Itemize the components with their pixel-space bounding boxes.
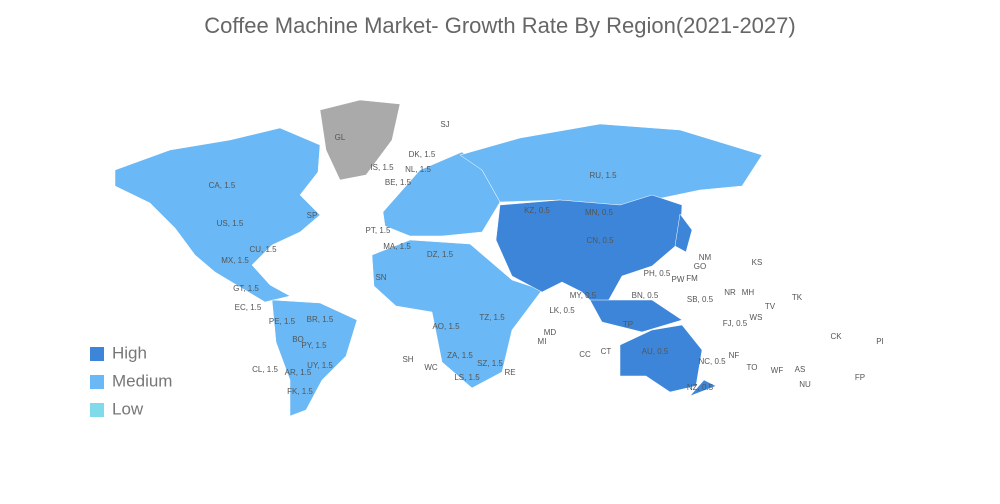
region-label: PH, 0.5 bbox=[644, 269, 671, 278]
legend-swatch bbox=[90, 403, 104, 417]
region-label: AO, 1.5 bbox=[432, 322, 460, 331]
region-label: LS, 1.5 bbox=[454, 373, 480, 382]
region-label: MI bbox=[538, 337, 547, 346]
region-label: RU, 1.5 bbox=[589, 171, 617, 180]
region-label: ZA, 1.5 bbox=[447, 351, 473, 360]
region-label: SN bbox=[375, 273, 386, 282]
region-label: BR, 1.5 bbox=[307, 315, 334, 324]
legend-label: Medium bbox=[112, 371, 172, 390]
region-label: AS bbox=[795, 365, 806, 374]
legend-swatch bbox=[90, 347, 104, 361]
region-label: WC bbox=[424, 363, 438, 372]
region-label: MH bbox=[742, 288, 755, 297]
region-shape bbox=[689, 379, 717, 397]
region-label: NC, 0.5 bbox=[698, 357, 726, 366]
region-shape bbox=[619, 324, 703, 393]
region-shape bbox=[271, 299, 358, 417]
region-label: UY, 1.5 bbox=[307, 361, 333, 370]
region-label: DZ, 1.5 bbox=[427, 250, 454, 259]
region-label: AU, 0.5 bbox=[642, 347, 669, 356]
region-label: SB, 0.5 bbox=[687, 295, 714, 304]
region-label: TO bbox=[747, 363, 758, 372]
region-label: WF bbox=[771, 366, 784, 375]
region-label: FM bbox=[686, 274, 698, 283]
region-shape bbox=[319, 99, 401, 181]
region-label: FK, 1.5 bbox=[287, 387, 313, 396]
region-label: PI bbox=[876, 337, 884, 346]
region-label: BN, 0.5 bbox=[632, 291, 659, 300]
region-label: CL, 1.5 bbox=[252, 365, 278, 374]
region-shape bbox=[114, 127, 321, 303]
legend-label: High bbox=[112, 343, 147, 362]
region-label: KZ, 0.5 bbox=[524, 206, 550, 215]
region-label: AR, 1.5 bbox=[285, 368, 312, 377]
region-label: PT, 1.5 bbox=[366, 226, 391, 235]
region-shape bbox=[371, 239, 543, 389]
region-label: CT bbox=[601, 347, 612, 356]
legend-swatch bbox=[90, 375, 104, 389]
region-label: DK, 1.5 bbox=[409, 150, 436, 159]
region-label: CU, 1.5 bbox=[249, 245, 277, 254]
region-labels: GL SJ CA, 1.5 US, 1.5 SP MX, 1.5CU, 1.5 GT, 1.… bbox=[209, 120, 884, 396]
region-label: GL bbox=[335, 133, 346, 142]
region-label: MX, 1.5 bbox=[221, 256, 249, 265]
region-label: PY, 1.5 bbox=[301, 341, 327, 350]
region-label: SH bbox=[402, 355, 413, 364]
region-label: MD bbox=[544, 328, 557, 337]
region-label: CC bbox=[579, 350, 591, 359]
region-label: LK, 0.5 bbox=[549, 306, 575, 315]
region-shape bbox=[674, 213, 693, 253]
region-label: PW bbox=[672, 275, 685, 284]
title: Coffee Machine Market- Growth Rate By Re… bbox=[204, 13, 795, 38]
region-label: BO bbox=[292, 335, 304, 344]
region-label: BE, 1.5 bbox=[385, 178, 412, 187]
region-label: FP bbox=[855, 373, 865, 382]
region-label: CA, 1.5 bbox=[209, 181, 236, 190]
region-label: GO bbox=[694, 262, 706, 271]
region-label: TZ, 1.5 bbox=[479, 313, 505, 322]
region-label: KS bbox=[752, 258, 763, 267]
region-label: NR bbox=[724, 288, 736, 297]
region-label: US, 1.5 bbox=[217, 219, 244, 228]
region-label: SP bbox=[307, 211, 318, 220]
region-label: CK bbox=[830, 332, 842, 341]
region-label: SZ, 1.5 bbox=[477, 359, 503, 368]
legend-label: Low bbox=[112, 399, 144, 418]
region-label: NZ, 0.5 bbox=[687, 383, 714, 392]
region-label: TP bbox=[623, 320, 633, 329]
region-label: SJ bbox=[440, 120, 449, 129]
region-label: PE, 1.5 bbox=[269, 317, 296, 326]
region-shape bbox=[382, 151, 501, 237]
region-label: RE bbox=[504, 368, 515, 377]
region-label: WS bbox=[750, 313, 763, 322]
legend: High Medium Low bbox=[90, 343, 172, 418]
region-label: MY, 0.5 bbox=[570, 291, 597, 300]
region-shape bbox=[459, 123, 763, 211]
region-label: GT, 1.5 bbox=[233, 284, 259, 293]
region-label: NM bbox=[699, 253, 712, 262]
region-label: NU bbox=[799, 380, 811, 389]
region-label: TK bbox=[792, 293, 803, 302]
region-label: MA, 1.5 bbox=[383, 242, 411, 251]
region-label: FJ, 0.5 bbox=[723, 319, 748, 328]
region-label: CN, 0.5 bbox=[586, 236, 614, 245]
region-shape bbox=[495, 194, 683, 313]
region-label: NF bbox=[729, 351, 740, 360]
region-label: NL, 1.5 bbox=[405, 165, 431, 174]
region-label: EC, 1.5 bbox=[235, 303, 262, 312]
region-label: IS, 1.5 bbox=[370, 163, 394, 172]
region-shape bbox=[589, 299, 683, 333]
region-label: TV bbox=[765, 302, 776, 311]
map bbox=[114, 99, 763, 417]
region-label: MN, 0.5 bbox=[585, 208, 614, 217]
